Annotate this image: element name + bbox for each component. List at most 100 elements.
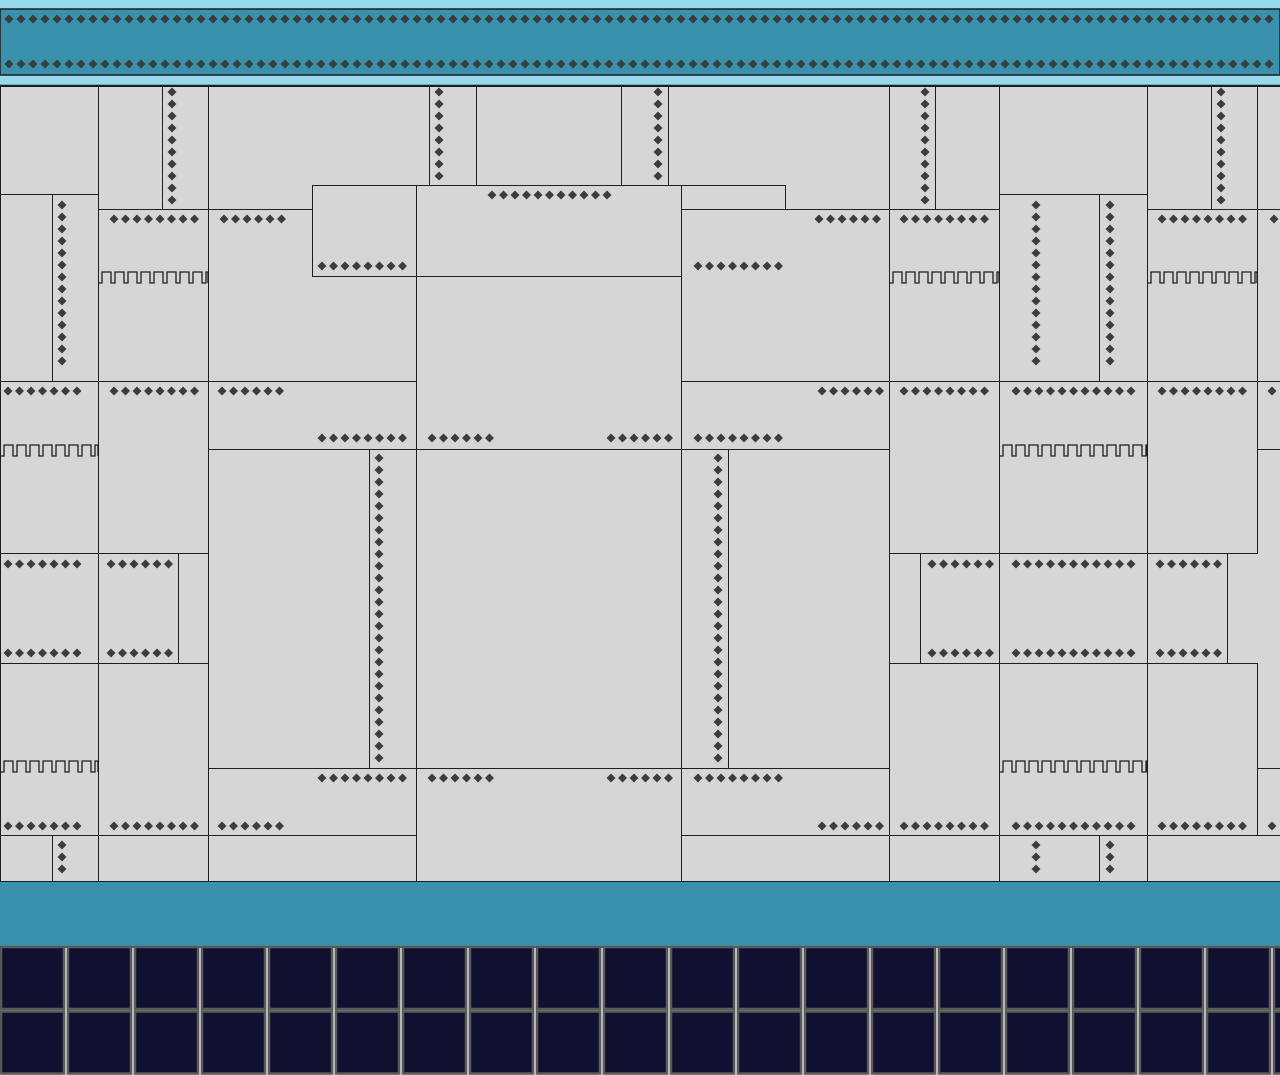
rivet-icon	[1069, 821, 1078, 831]
rivet-icon	[1157, 386, 1167, 396]
rivet-icon	[653, 159, 663, 169]
rivet-icon	[653, 171, 663, 181]
rivet-icon	[374, 705, 384, 715]
rivet-icon	[652, 773, 662, 783]
rivet-icon	[1105, 236, 1115, 246]
rivet-icon	[653, 87, 663, 97]
rivet-icon	[112, 14, 122, 24]
rivet-icon	[374, 729, 384, 739]
rivet-icon	[837, 214, 847, 224]
rivet-icon	[374, 561, 384, 571]
rivet-icon	[450, 773, 460, 783]
rivet-icon	[1105, 320, 1115, 330]
rivet-icon	[329, 433, 338, 443]
rivet-icon	[618, 773, 627, 783]
rivet-icon	[1031, 356, 1041, 366]
rivet-icon	[57, 332, 67, 342]
bottom-teal-band	[0, 881, 1280, 946]
rivet-icon	[904, 14, 914, 24]
rivet-icon	[1228, 59, 1238, 69]
rivet-icon	[1057, 821, 1067, 831]
rivet-icon	[1031, 260, 1041, 270]
rivet-icon	[1034, 648, 1044, 658]
rivet-icon	[927, 559, 937, 569]
floor-tile	[803, 1010, 870, 1075]
rivet-icon	[352, 433, 361, 443]
wall-panel	[0, 381, 99, 554]
rivet-icon	[1012, 59, 1022, 69]
rivet-icon	[751, 773, 760, 783]
wall-panel	[98, 86, 163, 210]
rivet-icon	[934, 821, 943, 831]
rivet-icon	[363, 433, 373, 443]
floor-tile	[401, 945, 468, 1011]
floor-tile	[1138, 1010, 1205, 1075]
wall-panel	[0, 663, 99, 836]
floor-tile	[1205, 1010, 1272, 1075]
rivet-icon	[292, 59, 302, 69]
floor-tile	[267, 945, 334, 1011]
rivet-icon	[473, 433, 483, 443]
rivet-icon	[952, 59, 962, 69]
rivet-icon	[424, 14, 434, 24]
rivet-icon	[26, 821, 36, 831]
rivet-icon	[1031, 212, 1041, 222]
rivet-icon	[1215, 821, 1224, 831]
rivet-icon	[240, 821, 250, 831]
rivet-icon	[400, 59, 410, 69]
rivet-icon	[957, 214, 966, 224]
floor-tile	[200, 945, 267, 1011]
rivet-icon	[317, 773, 327, 783]
wall-panel	[728, 449, 890, 769]
rivet-icon	[985, 648, 994, 658]
rivet-icon	[920, 87, 930, 97]
rivet-icon	[1216, 147, 1226, 157]
rivet-icon	[263, 821, 273, 831]
rivet-icon	[329, 773, 338, 783]
rivet-icon	[1046, 386, 1055, 396]
rivet-icon	[1048, 59, 1058, 69]
rivet-icon	[1080, 821, 1090, 831]
rivet-icon	[1126, 648, 1136, 658]
rivet-icon	[434, 111, 444, 121]
rivet-icon	[713, 633, 723, 643]
rivet-icon	[132, 821, 142, 831]
rivet-icon	[129, 648, 139, 658]
rivet-icon	[178, 214, 188, 224]
rivet-icon	[950, 648, 960, 658]
rivet-icon	[184, 59, 194, 69]
rivet-icon	[713, 609, 723, 619]
rivet-icon	[1105, 296, 1115, 306]
rivet-icon	[899, 214, 909, 224]
rivet-icon	[713, 753, 723, 763]
rivet-icon	[1024, 14, 1034, 24]
rivet-icon	[1080, 559, 1090, 569]
rivet-icon	[72, 559, 82, 569]
rivet-icon	[968, 214, 978, 224]
rivet-icon	[352, 59, 362, 69]
wall-panel	[208, 768, 417, 836]
rivet-icon	[705, 261, 714, 271]
rivet-icon	[1203, 821, 1213, 831]
rivet-icon	[124, 14, 134, 24]
rivet-icon	[713, 729, 723, 739]
rivet-icon	[472, 59, 482, 69]
rivet-icon	[434, 123, 444, 133]
rivet-icon	[118, 648, 127, 658]
rivet-icon	[705, 773, 714, 783]
rivet-icon	[1036, 59, 1046, 69]
rivet-icon	[398, 773, 407, 783]
rivet-icon	[916, 59, 926, 69]
rivet-icon	[1092, 386, 1101, 396]
rivet-icon	[508, 59, 518, 69]
rivet-icon	[774, 433, 783, 443]
rivet-icon	[1226, 214, 1236, 224]
rivet-icon	[920, 99, 930, 109]
rivet-icon	[641, 773, 650, 783]
rivet-icon	[1036, 14, 1046, 24]
rivet-icon	[1215, 386, 1224, 396]
rivet-icon	[713, 681, 723, 691]
rivet-icon	[57, 356, 67, 366]
rivet-icon	[88, 59, 98, 69]
rivet-icon	[152, 559, 162, 569]
